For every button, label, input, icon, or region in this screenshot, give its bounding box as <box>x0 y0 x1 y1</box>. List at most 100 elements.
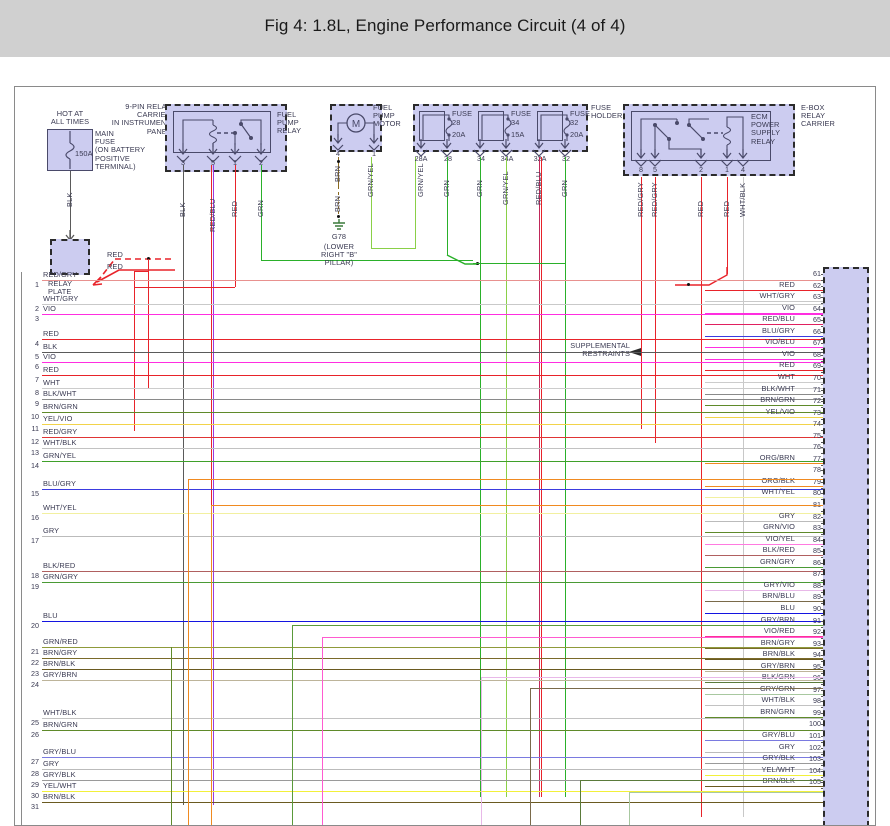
relay-pin-1: 1 <box>233 158 237 167</box>
left-pin-number: 6 <box>35 362 39 371</box>
right-wire-label: BLK/GRN <box>761 672 795 682</box>
left-pin-number: 23 <box>31 669 39 678</box>
left-wire-label: BRN/BLK <box>43 792 76 801</box>
left-wire-run <box>42 621 823 622</box>
right-wire-label: BLU/GRY <box>761 325 795 335</box>
fuel-pump-relay-label: FUEL PUMP RELAY <box>277 110 302 136</box>
wire-label-grn-34: GRN <box>475 179 484 197</box>
right-wire-label: BRN/GRN <box>760 395 795 405</box>
junction-dot-brn2 <box>337 215 341 219</box>
left-wire-run <box>42 513 823 514</box>
wire-label-whtblk-4: WHT/BLK <box>738 182 747 217</box>
left-wire-run <box>42 399 823 400</box>
left-wire-run <box>42 536 823 537</box>
right-pin-number: 87 <box>813 569 821 579</box>
fuel-pump-motor-label: FUEL PUMP MOTOR <box>373 103 401 129</box>
riser-orgblk <box>211 505 212 825</box>
left-connector-spine <box>21 272 22 825</box>
right-wire-run <box>705 532 823 534</box>
right-wire-label: ORG/BRN <box>759 452 795 462</box>
main-fuse-symbol <box>65 131 75 169</box>
left-wire-label: BLU <box>43 611 58 620</box>
left-wire-label: RED/GRY <box>43 427 78 436</box>
left-wire-run <box>42 582 823 583</box>
wire-red-relay <box>235 165 236 287</box>
left-wire-label: GRY/BLK <box>43 770 76 779</box>
wire-label-red-1: RED <box>722 200 731 217</box>
right-wire-label: WHT/BLK <box>761 695 795 705</box>
riser-orgbrn <box>188 479 189 825</box>
right-wire-label: RED/BLU <box>762 314 795 324</box>
right-pin-number: 102 <box>809 742 821 752</box>
left-wire-run <box>42 647 823 648</box>
right-wire-run <box>705 335 823 337</box>
wire-redblu-relay <box>211 165 212 805</box>
right-wire-run <box>705 497 823 499</box>
left-wire-label: BLK/RED <box>43 561 76 570</box>
wire-redblu-relay-core <box>213 165 214 805</box>
left-wire-run <box>42 669 823 670</box>
right-wire-label: RED <box>779 279 795 289</box>
main-fuse-description: MAIN FUSE (ON BATTERY POSITIVE TERMINAL) <box>95 129 146 171</box>
right-pin-number: 70 <box>813 372 821 382</box>
left-pin-number: 22 <box>31 658 39 667</box>
right-pin-number: 77 <box>813 453 821 463</box>
right-wire-run <box>705 659 823 661</box>
wire-grn-common-run <box>473 263 565 264</box>
right-wire-label: RED <box>779 360 795 370</box>
right-wire-label: BLK/WHT <box>761 383 795 393</box>
riser-grygrn <box>629 792 630 825</box>
left-pin-number: 18 <box>31 571 39 580</box>
right-pin-number: 73 <box>813 407 821 417</box>
page-header: Fig 4: 1.8L, Engine Performance Circuit … <box>0 0 890 57</box>
page-title: Fig 4: 1.8L, Engine Performance Circuit … <box>264 16 626 35</box>
wire-grn-28-bend <box>446 254 479 265</box>
left-wire-run <box>42 780 823 781</box>
riser-brnblu <box>530 688 531 825</box>
left-wire-label: GRY <box>43 526 60 535</box>
right-wire-label: GRY/VIO <box>763 579 795 589</box>
right-wire-label: ORG/BLK <box>761 475 795 485</box>
wire-label-redblu-32a: RED/BLU <box>534 171 543 205</box>
right-wire-label: GRN/VIO <box>763 522 795 532</box>
right-wire-run <box>705 324 823 326</box>
wire-red-relay-bottom <box>134 287 235 288</box>
right-pin-number: 78 <box>813 465 821 475</box>
left-pin-number: 31 <box>31 802 39 811</box>
right-wire-run <box>705 647 823 649</box>
red-dashed-label: RED <box>107 250 123 259</box>
left-wire-run <box>42 424 823 425</box>
fuse-pin-34: 34 <box>477 154 485 163</box>
right-pin-number: 81 <box>813 500 821 509</box>
fuse-34-symbol <box>481 114 512 141</box>
right-wire-run <box>705 393 823 395</box>
right-wire-label: GRY/BRN <box>760 614 795 624</box>
right-wire-run <box>705 612 823 614</box>
left-wire-run <box>42 448 823 449</box>
right-wire-run <box>705 774 823 776</box>
left-pin-number: 4 <box>35 339 39 348</box>
right-pin-number: 67 <box>813 338 821 348</box>
right-wire-run <box>705 705 823 707</box>
left-pin-number: 13 <box>31 448 39 457</box>
left-wire-label: YEL/VIO <box>43 414 73 423</box>
left-wire-run <box>42 461 823 462</box>
right-wire-run <box>705 416 823 418</box>
wire-red-right-leg <box>148 259 149 389</box>
left-pin-number: 7 <box>35 375 39 384</box>
right-wire-label: GRY/BLK <box>762 753 795 763</box>
right-pin-number: 69 <box>813 361 821 371</box>
right-wire-label: WHT/YEL <box>761 487 795 497</box>
left-wire-run <box>42 718 823 719</box>
left-pin-number: 17 <box>31 536 39 545</box>
left-wire-run <box>42 802 823 803</box>
right-pin-number: 90 <box>813 603 821 613</box>
left-pin-number: 24 <box>31 680 39 689</box>
ecm-relay-pin-arrows <box>634 149 750 167</box>
ground-symbol <box>333 219 345 230</box>
right-pin-number: 105 <box>809 777 821 787</box>
left-pin-number: 15 <box>31 489 39 498</box>
fuse-pin-28a: 28A <box>414 154 428 163</box>
junction-dot-red <box>147 257 151 261</box>
wire-grnyel-motor <box>371 157 372 248</box>
